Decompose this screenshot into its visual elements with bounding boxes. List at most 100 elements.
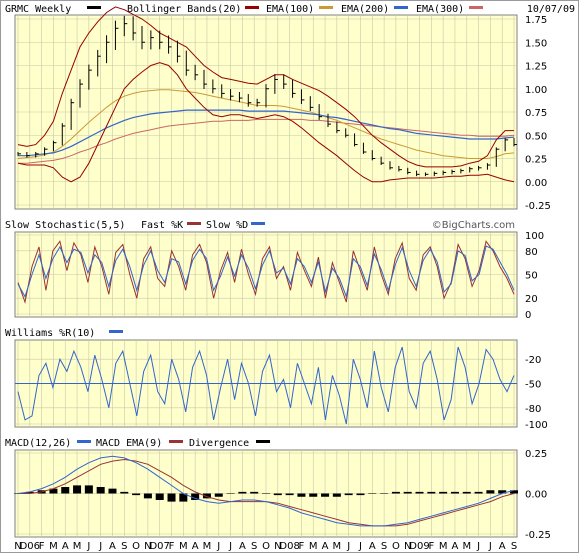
watermark: ©BigCharts.com [432, 220, 515, 231]
divergence-bar [96, 487, 105, 494]
x-tick-label: A [452, 541, 459, 552]
x-tick-label: D09 [409, 541, 429, 552]
x-tick-label: F [299, 541, 305, 552]
x-tick-label: J [86, 541, 90, 552]
slow-d-swatch [251, 222, 265, 225]
x-tick-label: M [309, 541, 318, 552]
williams-tick-label: -80 [525, 404, 541, 415]
bollinger-swatch [245, 6, 259, 9]
x-tick-label: N [144, 541, 151, 552]
williams-tick-label: -20 [525, 355, 541, 366]
x-tick-label: O [392, 541, 400, 552]
divergence-swatch [256, 440, 270, 443]
divergence-bar [450, 491, 459, 494]
divergence-bar [332, 493, 341, 497]
divergence-bar [439, 491, 448, 494]
divergence-bar [510, 490, 518, 494]
divergence-bar [380, 493, 389, 494]
ema300-label: EMA(300) [416, 4, 464, 15]
x-tick-label: A [322, 541, 329, 552]
x-tick-label: F [39, 541, 45, 552]
date-label: 10/07/09 [527, 4, 575, 15]
macd-swatch [77, 440, 91, 443]
macd-tick-label: -0.25 [525, 530, 551, 541]
divergence-bar [226, 493, 235, 494]
williams-title: Williams %R(10) [5, 328, 95, 339]
slow-d-line [17, 245, 515, 299]
stoch-tick-label: 50 [525, 271, 538, 282]
fast-k-label: Fast %K [141, 220, 183, 231]
x-tick-label: S [511, 541, 517, 552]
divergence-bar [61, 487, 70, 494]
divergence-bar [238, 491, 247, 494]
x-tick-label: A [369, 541, 376, 552]
bollinger-lower-line [17, 62, 515, 183]
divergence-bar [391, 491, 400, 494]
x-tick-label: A [62, 541, 69, 552]
stoch-tick-label: 20 [525, 294, 538, 305]
divergence-bar [462, 491, 471, 494]
stoch-tick-label: 100 [525, 231, 544, 242]
bollinger-upper-line [17, 6, 514, 168]
price-tick-label: 1.00 [525, 85, 547, 96]
divergence-bar [486, 490, 495, 494]
fast-k-line [17, 240, 515, 304]
x-tick-label: D07 [149, 541, 169, 552]
price-tick-label: 0.50 [525, 131, 547, 142]
slow-d-label: Slow %D [206, 220, 248, 231]
price-tick-label: -0.25 [525, 201, 551, 212]
ema300-line [18, 118, 515, 164]
divergence-bar [73, 485, 82, 494]
fast-k-swatch [187, 222, 201, 225]
x-tick-label: J [358, 541, 362, 552]
x-tick-label: N [404, 541, 411, 552]
divergence-bar [250, 491, 259, 494]
williams-tick-label: -100 [525, 420, 548, 431]
symbol-label: GRMC Weekly [5, 4, 71, 15]
x-tick-label: S [381, 541, 387, 552]
x-tick-label: A [192, 541, 199, 552]
divergence-bar [356, 493, 365, 496]
x-tick-label: S [121, 541, 127, 552]
ema200-label: EMA(200) [341, 4, 389, 15]
divergence-bar [214, 493, 223, 497]
divergence-bar [321, 493, 330, 497]
x-tick-label: N [274, 541, 281, 552]
divergence-bar [179, 493, 188, 502]
divergence-bar [143, 493, 152, 499]
ema100-label: EMA(100) [266, 4, 314, 15]
divergence-bar [273, 493, 282, 496]
divergence-bar [415, 491, 424, 494]
ema300-swatch [469, 6, 483, 9]
divergence-label: Divergence [189, 438, 249, 449]
williams-line [17, 346, 515, 425]
stoch-title: Slow Stochastic(5,5) [5, 220, 125, 231]
x-tick-label: J [346, 541, 350, 552]
x-tick-label: A [499, 541, 506, 552]
x-tick-label: J [488, 541, 492, 552]
stoch-tick-label: 0 [525, 310, 531, 321]
divergence-bar [132, 493, 141, 496]
divergence-bar [108, 488, 117, 494]
macd-tick-label: 0.00 [525, 490, 547, 501]
divergence-bar [297, 493, 306, 497]
x-tick-label: M [179, 541, 188, 552]
divergence-bar [498, 490, 507, 494]
divergence-bar [427, 491, 436, 494]
x-tick-label: F [428, 541, 434, 552]
x-tick-label: O [132, 541, 140, 552]
divergence-bar [309, 493, 318, 497]
macd-ema-label: MACD EMA(9) [96, 438, 162, 449]
divergence-bar [285, 493, 294, 496]
x-tick-label: M [333, 541, 342, 552]
x-tick-label: S [251, 541, 257, 552]
divergence-bar [403, 491, 412, 494]
ema200-line [18, 109, 515, 157]
ema100-swatch [319, 6, 333, 9]
symbol-swatch [87, 6, 101, 9]
bollinger-label: Bollinger Bands(20) [127, 4, 241, 15]
ema200-swatch [394, 6, 408, 9]
macd-tick-label: 0.25 [525, 449, 547, 460]
divergence-bar [155, 493, 164, 500]
